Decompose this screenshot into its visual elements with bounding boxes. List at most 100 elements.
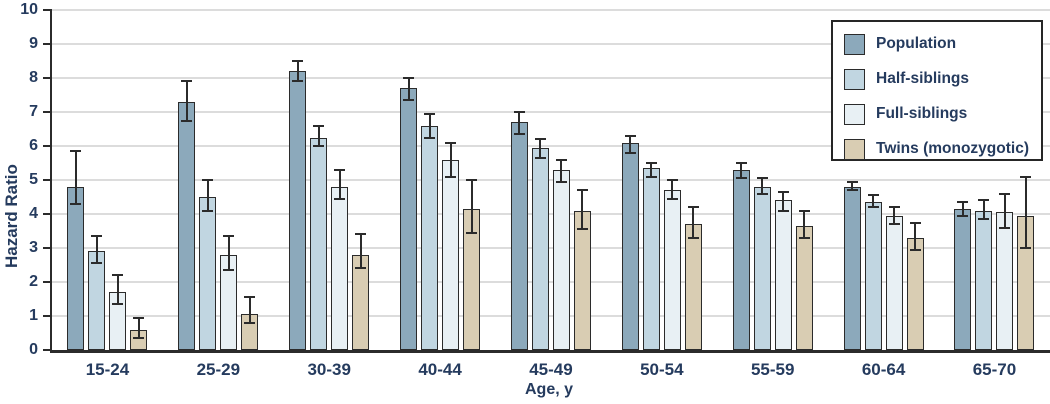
error-bar-cap-top [334,168,346,171]
error-bar-cap-bottom [624,151,636,154]
bar-full-siblings [996,212,1014,350]
x-category-label: 55-59 [750,360,795,379]
error-bar [1003,193,1006,228]
error-bar-cap-top [112,274,124,277]
error-bar [803,210,806,238]
error-bar [914,222,917,250]
bar-slot [621,10,639,350]
y-axis-tick [43,281,52,283]
bar-full-siblings [663,190,681,350]
error-bar-cap-top [466,179,478,181]
bar-full-siblings [552,169,570,350]
bar-slot [663,10,681,350]
error-bar [629,135,632,153]
y-tick-label: 5 [29,171,38,188]
bar-group: 45-49 [510,10,591,379]
error-bar [449,142,452,177]
error-bar-cap-bottom [846,189,858,192]
error-bar-cap-bottom [70,202,82,205]
error-bar [518,112,521,135]
error-bar-cap-top [534,138,546,141]
y-tick-label: 4 [29,205,38,222]
bar-half-siblings [975,210,993,350]
bar-slot [684,10,702,350]
error-bar-cap-top [978,199,990,202]
bar-group: 40-44 [400,10,481,379]
bar-slot [289,10,307,350]
error-bar-cap-top [798,209,810,212]
bar-half-siblings [421,125,439,350]
y-axis-tick [43,111,52,113]
error-bar-cap-top [957,201,969,204]
error-bar-cap-top [424,112,436,115]
legend-label: Full-siblings [876,105,968,122]
y-tick-label: 3 [29,239,38,256]
error-bar [428,113,431,138]
y-tick-label: 6 [29,137,38,154]
bar-slot [552,10,570,350]
error-bar-cap-top [244,296,256,299]
y-axis-tick [43,179,52,181]
error-bar-cap-bottom [244,321,256,324]
legend-label: Half-siblings [876,70,970,87]
error-bar-cap-bottom [133,337,145,340]
bar-slot [795,10,813,350]
bar-slot [400,10,418,350]
error-bar-cap-bottom [576,228,588,231]
x-category-label: 30-39 [307,360,351,379]
error-bar-cap-bottom [957,214,969,217]
gridline [52,77,1050,79]
legend-label: Twins (monozygotic) [876,140,1029,157]
bar-slot [975,10,993,350]
bar-twins-monozygotic [906,237,924,350]
bar-slot [178,10,196,350]
bar-slot [510,10,528,350]
error-bar-cap-bottom [978,218,990,221]
error-bar-cap-top [313,124,325,127]
bar-twins-monozygotic [684,224,702,350]
bar-population [400,88,418,350]
y-axis-tick [43,349,52,351]
error-bar-cap-bottom [112,303,124,306]
gridline [52,281,1050,283]
error-bar [359,234,362,269]
bar-half-siblings [88,251,106,350]
y-axis-tick [43,43,52,45]
error-bar [982,200,985,220]
bar-twins-monozygotic [795,225,813,350]
x-category-label: 25-29 [196,360,241,379]
gridline [52,213,1050,215]
bar-slot [573,10,591,350]
y-axis-tick [43,145,52,147]
error-bar-cap-bottom [513,133,525,136]
error-bar-cap-top [133,316,145,319]
error-bar-cap-bottom [91,262,103,265]
legend-item: Twins (monozygotic) [844,138,1041,160]
error-bar-cap-top [888,206,900,209]
legend-item: Half-siblings [844,68,1041,90]
gridline [52,43,1050,45]
bar-slot [352,10,370,350]
error-bar-cap-bottom [798,236,810,239]
gridline [52,9,1050,11]
bar-slot [109,10,127,350]
bar-slot [88,10,106,350]
error-bar [581,190,584,230]
error-bar-cap-top [624,134,636,137]
error-bar [692,207,695,238]
bar-population [843,186,861,350]
y-axis-tick [43,9,52,11]
error-bar [407,78,410,101]
error-bar-cap-bottom [756,192,768,195]
error-bar-cap-top [292,60,304,62]
legend: Population Half-siblings Full-siblings Twin… [831,20,1043,161]
y-tick-label: 10 [20,1,38,18]
error-bar-cap-bottom [292,80,304,83]
error-bar [560,159,563,182]
error-bar [338,169,341,199]
y-tick-label: 1 [29,307,38,324]
gridline [52,111,1050,113]
error-bar-cap-bottom [777,209,789,212]
error-bar [539,139,542,158]
error-bar-cap-top [223,235,235,238]
